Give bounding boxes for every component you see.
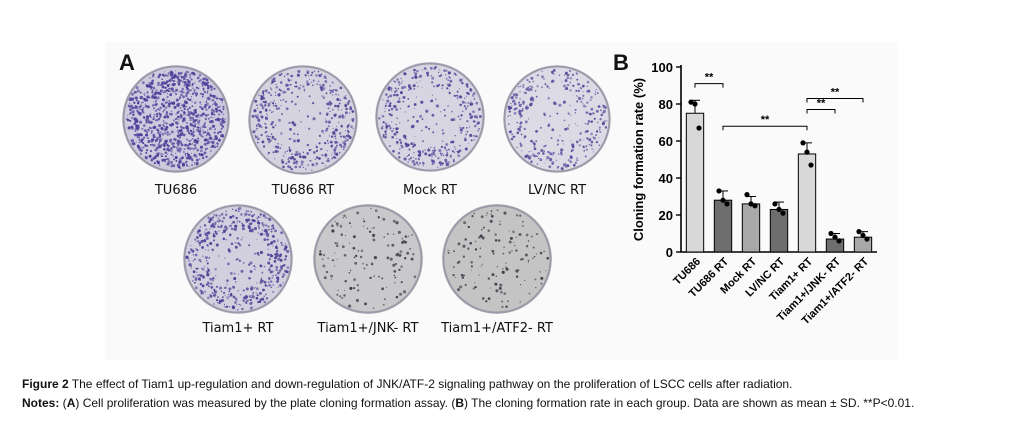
y-tick-label: 0 xyxy=(666,245,673,260)
data-point xyxy=(808,162,814,168)
data-point xyxy=(752,203,758,209)
data-point xyxy=(724,201,730,207)
notes-text-1: ( xyxy=(59,396,67,410)
data-point xyxy=(776,206,782,213)
bar xyxy=(685,112,705,253)
significance-label: ** xyxy=(705,72,714,84)
figure-label: Figure 2 xyxy=(22,377,69,391)
data-point xyxy=(860,232,866,238)
data-point xyxy=(836,238,842,244)
notes-ref-b: B xyxy=(455,396,464,410)
significance-bracket: ** xyxy=(722,114,808,131)
notes-text-3: ) The cloning formation rate in each gro… xyxy=(464,396,915,410)
y-tick-label: 40 xyxy=(659,171,673,186)
notes-ref-a: A xyxy=(66,396,76,410)
significance-bracket: ** xyxy=(694,72,724,88)
significance-label: ** xyxy=(831,86,840,98)
data-point xyxy=(832,234,838,240)
plate-tu686-rt xyxy=(248,65,358,175)
panel-b-letter: B xyxy=(613,50,629,75)
plate-mock-rt xyxy=(375,62,485,172)
significance-bracket: ** xyxy=(806,98,836,114)
plate-label-tiam1-atf2-rt: Tiam1+/ATF2- RT xyxy=(441,321,553,336)
data-point xyxy=(748,201,754,207)
y-tick-label: 60 xyxy=(659,134,673,149)
plate-tu686 xyxy=(122,65,230,173)
y-tick-label: 80 xyxy=(659,97,673,112)
data-point xyxy=(864,236,870,242)
figure-caption-text: The effect of Tiam1 up-regulation and do… xyxy=(68,377,793,391)
bar xyxy=(769,208,789,253)
plate-label-tu686: TU686 xyxy=(154,183,198,198)
panel-a-letter: A xyxy=(119,50,135,75)
data-point xyxy=(692,101,698,107)
figure-notes: Notes: (A) Cell proliferation was measur… xyxy=(22,396,914,410)
plate-tiam1-jnk-rt xyxy=(313,204,423,314)
data-point xyxy=(716,188,722,194)
bar xyxy=(741,203,761,253)
data-point xyxy=(744,192,750,198)
y-tick-label: 20 xyxy=(659,208,673,223)
plate-label-mock-rt: Mock RT xyxy=(402,183,457,198)
plate-label-tu686-rt: TU686 RT xyxy=(271,183,335,198)
data-point xyxy=(828,230,834,237)
data-point xyxy=(720,197,726,203)
plate-label-tiam1-jnk-rt: Tiam1+/JNK- RT xyxy=(317,321,419,336)
bar xyxy=(797,153,817,253)
plate-label-lvnc-rt: LV/NC RT xyxy=(527,183,587,198)
y-tick-label: 100 xyxy=(651,60,673,75)
figure-caption: Figure 2 The effect of Tiam1 up-regulati… xyxy=(22,377,792,391)
data-point xyxy=(856,229,862,235)
notes-label: Notes: xyxy=(22,396,60,410)
data-point xyxy=(688,99,694,105)
plate-tiam1-rt xyxy=(183,204,293,314)
data-point xyxy=(800,140,806,146)
data-point xyxy=(772,201,778,207)
plate-label-tiam1-rt: Tiam1+ RT xyxy=(202,321,274,336)
y-axis-label: Cloning formation rate (%) xyxy=(631,78,646,241)
significance-bracket: ** xyxy=(806,86,864,103)
data-point xyxy=(804,149,810,155)
plate-tiam1-atf2-rt xyxy=(442,204,552,314)
notes-text-2: ) Cell proliferation was measured by the… xyxy=(75,396,456,410)
plate-lvnc-rt xyxy=(503,65,611,173)
data-point xyxy=(780,210,786,216)
data-point xyxy=(696,125,702,131)
significance-label: ** xyxy=(817,98,826,110)
significance-label: ** xyxy=(761,114,770,126)
bar xyxy=(713,199,733,253)
